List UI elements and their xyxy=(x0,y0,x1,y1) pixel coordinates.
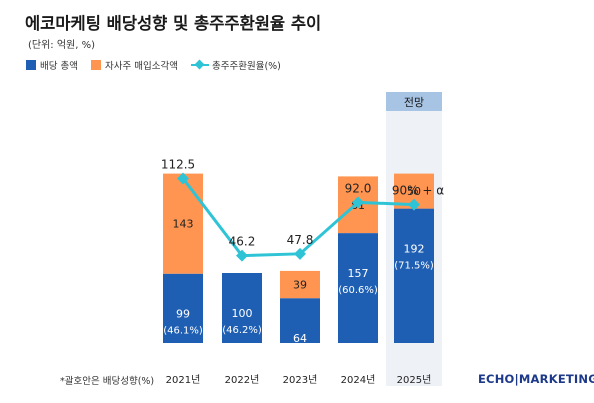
bar-dividend-0 xyxy=(163,273,203,343)
x-tick-3: 2024년 xyxy=(341,374,376,386)
marker-return-rate-2 xyxy=(294,247,306,260)
label-buyback-4: 50 xyxy=(407,185,421,198)
bar-buyback-2 xyxy=(280,270,320,299)
label-dividend-3: 157 xyxy=(348,267,369,280)
bar-buyback-0 xyxy=(163,173,203,274)
bar-dividend-3 xyxy=(338,233,378,343)
label-payout-ratio-1: (46.2%) xyxy=(222,325,262,336)
x-tick-2: 2023년 xyxy=(283,374,318,386)
label-payout-ratio-4: (71.5%) xyxy=(394,261,434,272)
label-dividend-1: 100 xyxy=(232,307,253,320)
label-return-rate-1: 46.2 xyxy=(229,235,256,249)
legend-swatch-buyback xyxy=(91,60,102,70)
marker-return-rate-3 xyxy=(352,196,364,209)
legend-label-return-rate: 총주주환원율(%) xyxy=(212,61,281,72)
marker-return-rate-4 xyxy=(408,198,420,211)
legend-swatch-dividend xyxy=(26,60,36,70)
label-dividend-0: 99 xyxy=(176,308,190,321)
label-payout-ratio-0: (46.1%) xyxy=(163,326,203,337)
forecast-label: 전망 xyxy=(404,96,424,109)
label-buyback-2: 39 xyxy=(293,279,307,292)
label-buyback-0: 143 xyxy=(173,218,194,231)
legend: 배당 총액 자사주 매입소각액 총주주환원율(%) xyxy=(26,58,291,73)
legend-item-buyback: 자사주 매입소각액 xyxy=(91,58,178,72)
label-return-rate-3: 92.0 xyxy=(345,181,372,195)
label-return-rate-4: 90% + α xyxy=(392,184,444,198)
legend-item-dividend: 배당 총액 xyxy=(26,58,78,72)
label-payout-ratio-2: (29.7%) xyxy=(280,350,320,361)
x-tick-0: 2021년 xyxy=(166,374,201,386)
legend-label-dividend: 배당 총액 xyxy=(40,61,78,72)
legend-line-diamond-icon xyxy=(191,60,209,70)
label-payout-ratio-3: (60.6%) xyxy=(338,285,378,296)
forecast-header xyxy=(386,92,442,111)
unit-label: (단위: 억원, %) xyxy=(28,40,96,51)
label-return-rate-0: 112.5 xyxy=(161,157,195,171)
echo-marketing-logo: ECHO|MARKETING® xyxy=(478,372,594,386)
label-dividend-4: 192 xyxy=(404,243,425,256)
label-return-rate-2: 47.8 xyxy=(287,233,314,247)
marker-return-rate-0 xyxy=(177,172,189,185)
footnote: *괄호안은 배당성향(%) xyxy=(60,376,155,387)
legend-item-return-rate: 총주주환원율(%) xyxy=(191,58,281,72)
x-tick-4: 2025년 xyxy=(397,374,432,386)
legend-label-buyback: 자사주 매입소각액 xyxy=(105,61,178,72)
x-tick-1: 2022년 xyxy=(225,374,260,386)
bar-dividend-4 xyxy=(394,208,434,343)
chart-title: 에코마케팅 배당성향 및 총주주환원율 추이 xyxy=(25,14,322,33)
marker-return-rate-1 xyxy=(236,249,248,262)
bar-dividend-1 xyxy=(222,273,262,343)
label-dividend-2: 64 xyxy=(293,332,307,345)
bar-dividend-2 xyxy=(280,298,320,343)
